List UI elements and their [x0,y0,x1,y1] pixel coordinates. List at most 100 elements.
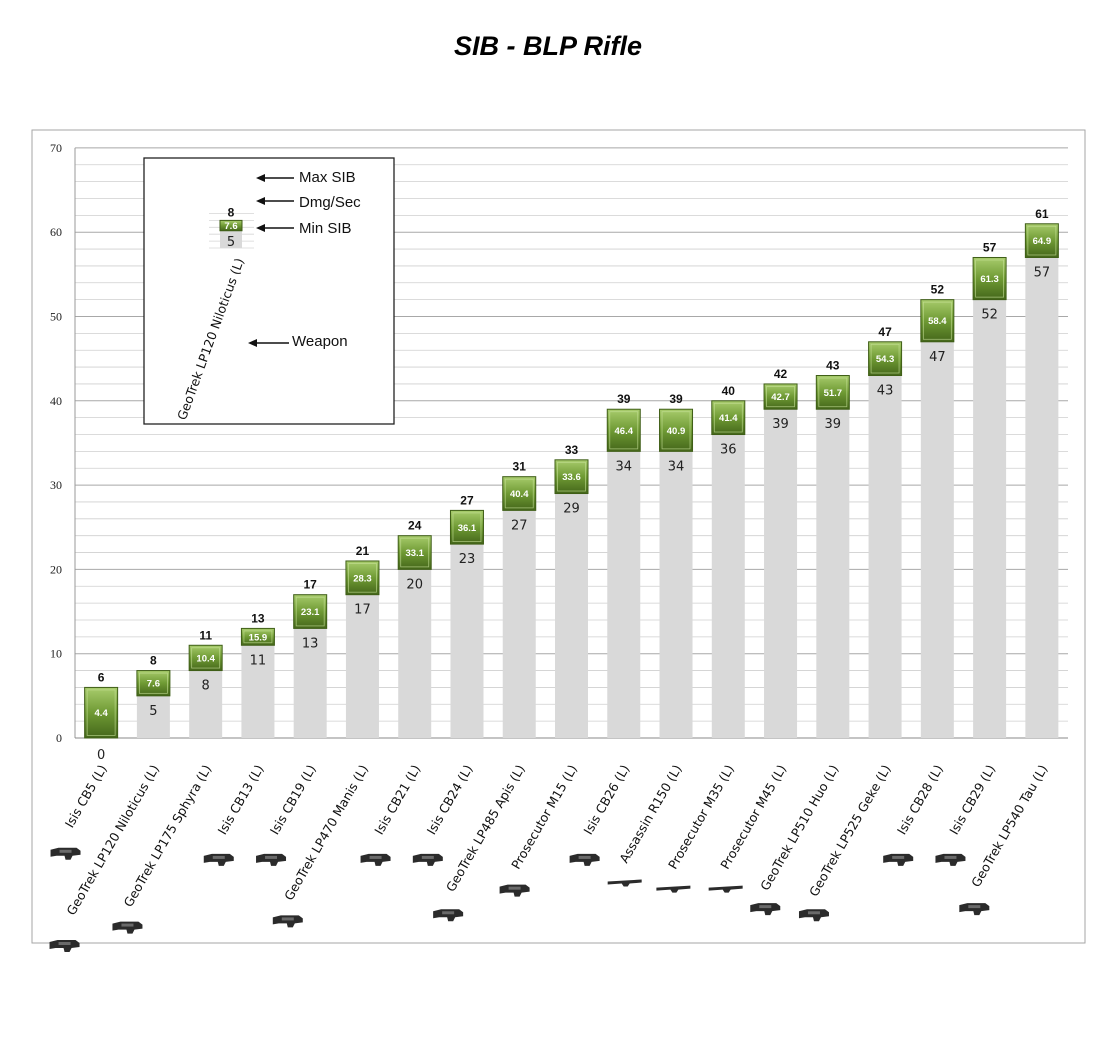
dmg-box: 51.7 [815,375,850,410]
min-sib-bar [502,510,536,738]
rifle-detail [442,911,455,915]
dmg-box: 28.3 [345,560,380,596]
rifle-icon [798,909,829,922]
dmg-box: 33.1 [397,535,432,570]
min-sib-label: 39 [772,417,789,432]
sniper-body [656,885,691,893]
max-sib-label: 57 [983,240,997,254]
plot-frame [31,129,1086,944]
dmg-box-fill [136,670,171,697]
rifle-icon [883,853,914,866]
dmg-box: 40.4 [502,476,537,511]
legend-label-max: Max SIB [299,169,356,186]
dmg-box-bevel [557,461,586,492]
dmg-sec-label: 10.4 [196,653,215,664]
dmg-sec-label: 15.9 [249,632,268,643]
y-tick-label: 10 [50,647,62,661]
min-sib-label: 8 [202,679,210,694]
dmg-box-fill [763,383,798,410]
rifle-icon [959,903,990,916]
rifle-body [959,903,990,916]
y-tick-label: 0 [56,731,62,745]
min-sib-label: 17 [354,603,371,618]
min-sib-bar [555,493,588,738]
rifle-body [935,853,966,866]
dmg-sec-label: 36.1 [458,523,477,534]
legend-min-bar [220,230,242,248]
rifle-body [112,921,143,934]
dmg-box-bevel [86,689,116,736]
rifle-body [798,909,829,922]
rifle-icon [203,853,234,866]
sniper-body [708,885,743,893]
dmg-box: 54.3 [868,341,903,377]
x-axis-labels: Isis CB5 (L)GeoTrek LP120 Niloticus (L)G… [49,762,1050,953]
dmg-box-fill [449,509,484,545]
rifle-body [50,847,81,860]
rifle-icon [112,921,143,934]
dmg-box-bevel [818,377,848,408]
min-sib-bar [189,670,223,738]
dmg-box-bevel [295,596,325,627]
dmg-box-bevel [504,478,534,509]
dmg-box-fill [920,299,955,343]
dmg-box-fill [554,459,589,495]
rifle-body [272,915,303,928]
max-sib-label: 31 [513,460,527,474]
rifle-detail [265,855,278,859]
min-sib-bar [345,594,379,738]
dmg-box: 58.4 [920,299,955,343]
dmg-box-fill [84,686,119,739]
max-sib-label: 42 [774,367,788,381]
min-sib-bar [659,451,693,738]
rifle-body [433,909,464,922]
max-sib-label: 40 [722,384,736,398]
min-sib-label: 43 [877,384,894,399]
dmg-box-bevel [348,563,377,593]
min-sib-label: 11 [250,653,267,668]
dmg-box-bevel [661,411,691,450]
min-sib-label: 27 [511,518,528,533]
dmg-box-fill [659,408,694,452]
dmg-sec-label: 41.4 [719,413,738,424]
min-sib-bar [293,628,327,738]
dmg-box: 15.9 [240,627,275,646]
min-sib-bar [920,341,954,738]
x-tick-label: Isis CB5 (L) [62,762,110,830]
legend-max-value: 8 [228,205,235,219]
x-tick-label: Isis CB29 (L) [946,762,998,837]
dmg-box-bevel [975,259,1005,298]
min-sib-bar [241,645,275,738]
x-tick-label: Isis CB21 (L) [371,762,423,837]
rifle-icon [412,853,443,866]
dmg-box-fill [397,535,432,570]
dmg-sec-label: 58.4 [928,316,947,327]
dmg-box: 40.9 [659,408,694,452]
max-sib-label: 43 [826,359,840,373]
dmg-box-fill [345,560,380,596]
max-sib-label: 11 [199,628,212,642]
rifle-detail [58,942,71,946]
dmg-box: 23.1 [293,594,328,629]
dmg-box-fill [711,400,746,436]
sniper-body [607,879,642,887]
x-tick-label: GeoTrek LP175 Sphyra (L) [120,762,214,909]
min-sib-bar [398,569,432,738]
dmg-box: 64.9 [1024,223,1059,258]
y-tick-label: 20 [50,562,62,576]
min-sib-bar [868,375,902,738]
legend-min-arrow-head [256,224,265,232]
rifle-body [256,853,287,866]
min-sib-label: 13 [302,636,319,651]
rifle-body [883,853,914,866]
rifle-detail [212,855,225,859]
x-tick-label: GeoTrek LP120 Niloticus (L) [63,762,162,918]
min-sib-label: 57 [1034,265,1051,280]
rifle-icon [360,853,391,866]
max-sib-label: 24 [408,519,422,533]
rifle-detail [578,855,591,859]
legend-label-dps: Dmg/Sec [299,194,361,211]
max-sib-label: 13 [251,611,265,625]
dmg-box-fill [502,476,537,511]
